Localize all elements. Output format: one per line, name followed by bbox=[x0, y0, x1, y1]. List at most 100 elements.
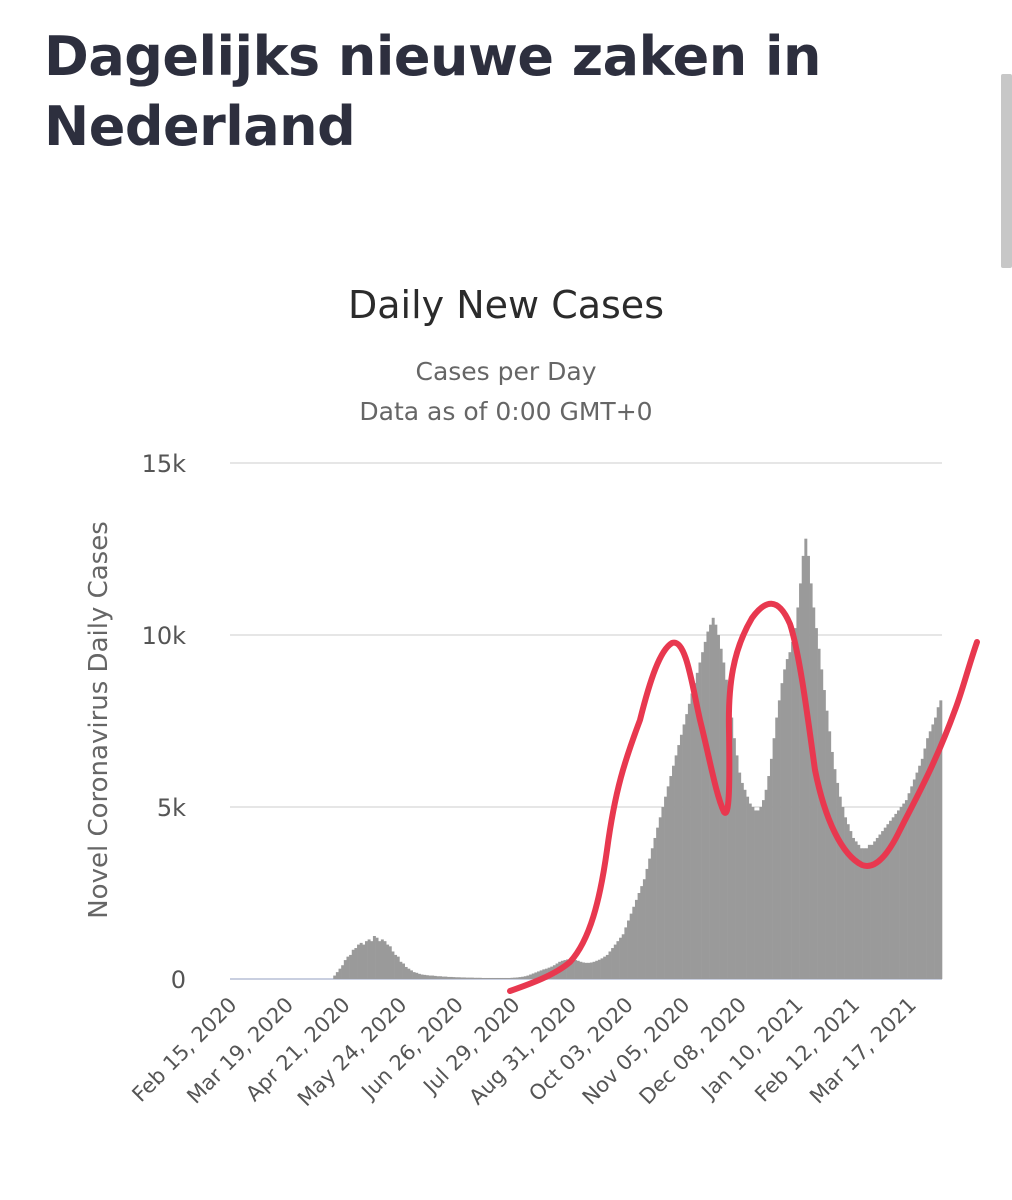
bar bbox=[642, 879, 646, 979]
bar bbox=[679, 734, 683, 979]
bar bbox=[672, 765, 675, 979]
bar bbox=[534, 972, 538, 979]
bar bbox=[873, 841, 877, 979]
bar bbox=[439, 976, 443, 979]
bar bbox=[889, 820, 893, 979]
bar bbox=[661, 807, 665, 979]
bar bbox=[897, 810, 900, 979]
bar bbox=[574, 960, 578, 979]
bar bbox=[822, 690, 826, 979]
bar bbox=[616, 941, 620, 979]
bar bbox=[735, 755, 739, 979]
bar bbox=[714, 624, 718, 979]
bar bbox=[380, 939, 384, 979]
bar bbox=[687, 703, 691, 979]
bar bbox=[372, 936, 376, 979]
bar bbox=[502, 977, 506, 979]
bar bbox=[762, 800, 765, 979]
bar bbox=[499, 977, 503, 979]
bar bbox=[677, 745, 681, 979]
bar bbox=[624, 927, 628, 979]
bar bbox=[936, 707, 940, 979]
bar bbox=[566, 959, 570, 979]
bar bbox=[852, 837, 855, 979]
y-tick-label: 15k bbox=[142, 450, 187, 478]
bar bbox=[743, 789, 747, 979]
bar bbox=[370, 941, 374, 979]
bar bbox=[531, 973, 535, 979]
bar bbox=[537, 971, 540, 979]
bar bbox=[375, 937, 379, 979]
bar bbox=[349, 954, 353, 979]
y-axis-label: Novel Coronavirus Daily Cases bbox=[84, 521, 114, 919]
chart-title: Daily New Cases bbox=[348, 283, 664, 327]
bar bbox=[478, 977, 482, 979]
bar bbox=[862, 848, 866, 979]
bar bbox=[640, 886, 644, 979]
bar bbox=[584, 962, 588, 979]
bar bbox=[920, 758, 924, 979]
bar bbox=[711, 617, 715, 979]
bar bbox=[844, 817, 848, 979]
bar bbox=[399, 961, 403, 979]
bar bbox=[780, 683, 784, 979]
bar bbox=[473, 977, 477, 979]
bar bbox=[362, 944, 366, 979]
bar bbox=[343, 960, 347, 979]
bar bbox=[627, 920, 630, 979]
bar bbox=[415, 972, 419, 979]
bar bbox=[603, 956, 607, 979]
bar bbox=[364, 941, 368, 979]
bar bbox=[883, 827, 887, 979]
bar bbox=[841, 807, 845, 979]
bar bbox=[804, 538, 808, 979]
bar bbox=[703, 641, 707, 979]
bar bbox=[740, 782, 744, 979]
bar bbox=[759, 807, 763, 979]
bar bbox=[526, 975, 530, 979]
bar bbox=[579, 961, 583, 979]
bar bbox=[338, 968, 342, 979]
bar bbox=[407, 968, 411, 979]
bar bbox=[907, 793, 911, 979]
bar bbox=[457, 977, 461, 979]
bar bbox=[484, 977, 488, 979]
bar bbox=[486, 977, 490, 979]
bar bbox=[732, 738, 736, 979]
bar bbox=[523, 976, 527, 979]
bar bbox=[542, 969, 546, 979]
bar bbox=[825, 710, 829, 979]
bar bbox=[409, 970, 413, 979]
bar bbox=[658, 817, 662, 979]
bar bbox=[436, 976, 440, 979]
y-tick-labels: 0 5k 10k 15k bbox=[142, 450, 187, 994]
bar bbox=[690, 693, 694, 979]
bar bbox=[507, 977, 511, 979]
y-tick-label: 10k bbox=[142, 622, 187, 650]
bar bbox=[926, 738, 930, 979]
scrollbar[interactable] bbox=[1001, 74, 1012, 268]
bar bbox=[632, 906, 636, 979]
bar bbox=[468, 977, 472, 979]
bar bbox=[611, 948, 615, 979]
bar bbox=[497, 977, 501, 979]
bar bbox=[335, 972, 339, 979]
bar bbox=[648, 858, 652, 979]
bar bbox=[777, 700, 781, 979]
bar bbox=[605, 954, 609, 979]
bar bbox=[518, 977, 522, 979]
bar bbox=[846, 824, 850, 979]
bar bbox=[817, 648, 821, 979]
bar bbox=[830, 751, 834, 979]
bar bbox=[341, 965, 345, 979]
x-tick-label: Jul 29, 2020 bbox=[417, 993, 524, 1100]
bar bbox=[481, 977, 485, 979]
bar bbox=[865, 848, 869, 979]
bar bbox=[492, 977, 495, 979]
bar bbox=[812, 607, 816, 979]
bar bbox=[666, 786, 670, 979]
bar bbox=[799, 583, 803, 979]
chart-subtitle: Cases per Day bbox=[416, 357, 597, 386]
bar bbox=[706, 631, 710, 979]
bar bbox=[417, 973, 421, 979]
